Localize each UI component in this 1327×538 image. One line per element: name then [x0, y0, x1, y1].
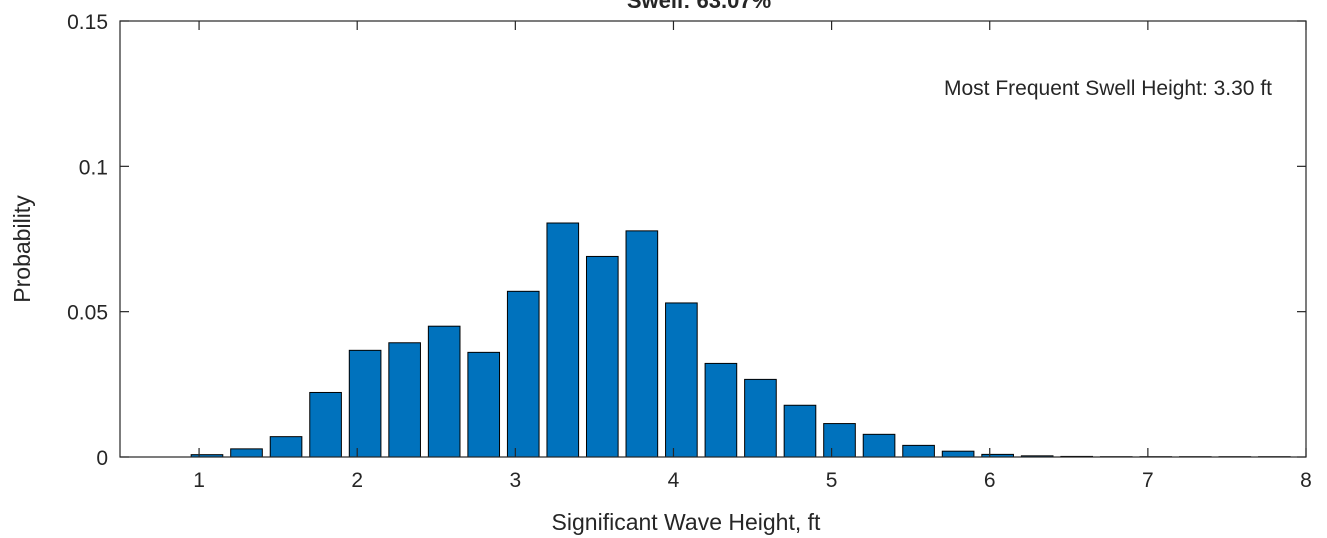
bar	[783, 404, 817, 458]
x-axis: 1 2 3 4 5 6 7 8	[193, 21, 1312, 492]
x-tick-label: 2	[351, 469, 363, 492]
x-tick-label: 5	[826, 469, 838, 492]
bar	[665, 302, 698, 458]
bar	[309, 391, 342, 458]
bar	[902, 444, 935, 458]
chart-title: Swell: 63.07%	[627, 0, 771, 13]
bar	[941, 450, 975, 458]
y-axis: 0 0.05 0.1 0.15	[67, 11, 1306, 470]
bar	[625, 230, 659, 458]
bar	[744, 378, 777, 458]
bar	[823, 423, 856, 458]
bar	[427, 325, 461, 458]
x-tick-label: 1	[193, 469, 205, 492]
bar	[506, 290, 540, 458]
most-frequent-annotation: Most Frequent Swell Height: 3.30 ft	[944, 77, 1272, 100]
bar	[467, 351, 501, 458]
y-tick-label: 0.15	[67, 11, 108, 34]
x-tick-label: 8	[1300, 469, 1312, 492]
bar	[230, 448, 263, 458]
x-axis-label: Significant Wave Height, ft	[552, 509, 821, 535]
x-tick-label: 7	[1142, 469, 1154, 492]
x-tick-label: 4	[668, 469, 680, 492]
y-tick-label: 0.05	[67, 302, 108, 325]
bars	[190, 222, 1291, 458]
bar	[704, 362, 738, 458]
bar	[862, 433, 896, 458]
plot-area-frame	[119, 20, 1307, 458]
bar	[348, 349, 382, 458]
x-tick-label: 6	[984, 469, 996, 492]
bar	[546, 222, 580, 458]
y-tick-label: 0	[96, 447, 108, 470]
y-axis-label: Probability	[9, 195, 35, 303]
y-tick-label: 0.1	[79, 156, 108, 179]
x-tick-label: 3	[509, 469, 521, 492]
bar	[585, 255, 619, 458]
bar	[269, 436, 303, 458]
bar	[388, 342, 421, 458]
